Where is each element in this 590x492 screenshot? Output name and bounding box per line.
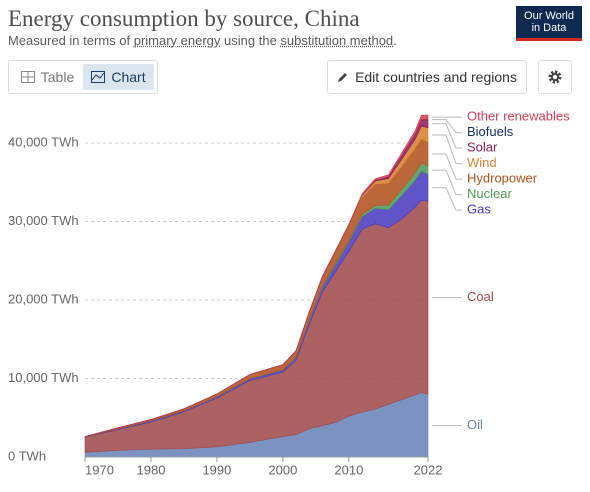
y-tick-label: 40,000 TWh <box>8 134 79 149</box>
button-label: Edit countries and regions <box>355 69 517 85</box>
x-tick-label: 1970 <box>85 462 114 477</box>
label-leader <box>432 123 462 149</box>
logo-line: in Data <box>531 22 567 34</box>
logo-line: Our World <box>524 10 574 22</box>
label-leader <box>432 153 462 180</box>
series-label: Other renewables <box>467 109 570 124</box>
series-label: Solar <box>467 140 498 155</box>
view-tabs: Table Chart <box>8 60 158 94</box>
label-leader <box>432 119 462 134</box>
subtitle-text: using the <box>220 33 281 48</box>
x-tick-label: 2010 <box>334 462 363 477</box>
table-icon <box>20 71 35 83</box>
series-label: Biofuels <box>467 124 514 139</box>
y-tick-label: 10,000 TWh <box>8 370 79 385</box>
x-tick-label: 1980 <box>137 462 166 477</box>
label-leader <box>432 169 462 196</box>
gear-icon <box>548 70 562 84</box>
label-leader <box>432 187 462 211</box>
subtitle-link[interactable]: substitution method <box>280 33 394 48</box>
y-tick-label: 30,000 TWh <box>8 213 79 228</box>
subtitle-link[interactable]: primary energy <box>133 33 221 48</box>
series-label: Wind <box>467 155 497 170</box>
tab-label: Chart <box>111 69 146 85</box>
y-tick-label: 0 TWh <box>8 448 46 463</box>
x-tick-label: 2000 <box>268 462 297 477</box>
pencil-icon <box>338 73 348 82</box>
series-label: Oil <box>467 417 483 432</box>
subtitle-text: . <box>393 33 397 48</box>
chart-tab[interactable]: Chart <box>83 64 154 90</box>
y-tick-label: 20,000 TWh <box>8 291 79 306</box>
x-tick-label: 1990 <box>202 462 231 477</box>
chart-icon <box>91 71 106 83</box>
tab-label: Table <box>40 69 75 85</box>
chart-subtitle: Measured in terms of primary energy usin… <box>8 33 397 48</box>
area <box>84 114 429 437</box>
series-label: Nuclear <box>467 186 512 201</box>
subtitle-text: Measured in terms of <box>8 33 134 48</box>
table-tab[interactable]: Table <box>12 64 83 90</box>
settings-button[interactable] <box>538 60 572 94</box>
series-label: Hydropower <box>467 171 538 186</box>
x-tick-label: 2022 <box>414 462 443 477</box>
series-label: Gas <box>467 202 491 217</box>
label-leader <box>432 134 462 165</box>
edit-countries-button[interactable]: Edit countries and regions <box>327 60 527 94</box>
chart-title: Energy consumption by source, China <box>8 6 360 31</box>
series-label: Coal <box>467 289 494 304</box>
logo[interactable]: Our World in Data <box>516 6 582 41</box>
